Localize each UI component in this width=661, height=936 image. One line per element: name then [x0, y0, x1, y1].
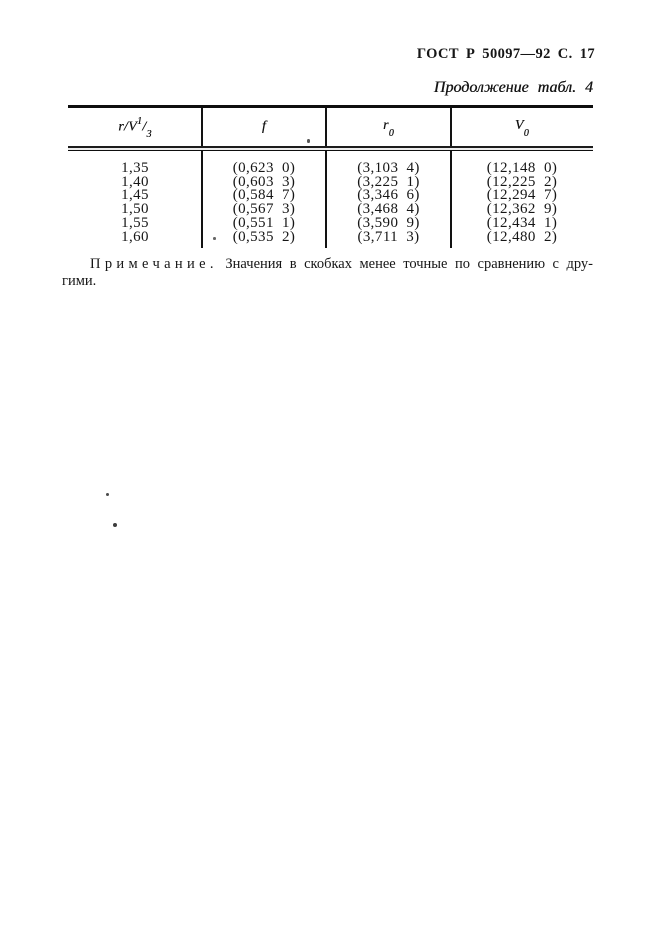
table-cell: (0,623 0) [232, 159, 296, 176]
table-cell: (3,468 4) [357, 201, 420, 217]
column-header-f: f [261, 118, 267, 134]
table-cell: (0,603 3) [232, 173, 296, 190]
column-header-r-over-v13: r/V1/3 [118, 115, 152, 140]
column-divider [325, 107, 327, 146]
table-cell: (0,551 1) [232, 214, 296, 231]
table-top-rule [68, 105, 593, 108]
table-cell: 1,45 [121, 187, 149, 204]
table-cell: 1,35 [121, 159, 149, 176]
table-cell: (0,567 3) [232, 201, 296, 217]
table-cell: (12,148 0) [486, 159, 558, 176]
table-cell: (3,225 1) [357, 173, 420, 190]
column-header-r0: r0 [382, 117, 395, 139]
table-body: 1,35 (0,623 0) (3,103 4) (12,148 0) 1,40… [68, 151, 593, 249]
table-cell: (3,346 6) [357, 187, 420, 204]
table-cell: (0,584 7) [232, 187, 296, 204]
table-cell: 1,55 [121, 214, 149, 231]
table-cell: (12,225 2) [486, 173, 558, 190]
scan-artifact [307, 139, 310, 143]
table-cell: 1,50 [121, 201, 149, 217]
column-divider [450, 107, 452, 146]
table-cell: (12,480 2) [486, 228, 558, 245]
footnote-text: Значения в скобках менее точные по сравн… [225, 256, 593, 272]
footnote-line2: гими. [62, 272, 97, 289]
table-cell: (12,294 7) [486, 187, 558, 204]
footnote: Примечание. Значения в скобках менее точ… [62, 256, 593, 289]
table-cell: (12,434 1) [486, 214, 558, 231]
footnote-line1: Примечание. Значения в скобках менее точ… [62, 256, 593, 273]
scan-artifact [213, 237, 216, 240]
continuation-table: r/V1/3 f r0 V0 1,35 (0,623 0) (3,103 4) … [68, 105, 593, 249]
column-divider [450, 151, 452, 249]
table-cell: (3,103 4) [357, 159, 420, 176]
table-cell: (3,711 3) [357, 228, 420, 245]
header-separator-double-rule [68, 146, 593, 152]
column-divider [325, 151, 327, 249]
scan-artifact [113, 523, 117, 527]
table-cell: 1,60 [121, 228, 149, 245]
column-divider [201, 107, 203, 146]
table-cell: (3,590 9) [357, 214, 420, 231]
table-header-row: r/V1/3 f r0 V0 [68, 107, 593, 146]
table-cell: (12,362 9) [486, 201, 558, 217]
column-divider [201, 151, 203, 249]
scan-artifact [106, 493, 109, 496]
table-cell: 1,40 [121, 173, 149, 190]
doc-reference: ГОСТ Р 50097—92 С. 17 [416, 46, 595, 62]
footnote-label: Примечание. [90, 256, 218, 272]
column-header-v0: V0 [514, 117, 530, 139]
table-continuation-caption: Продолжение табл. 4 [433, 79, 593, 96]
table-cell: (0,535 2) [232, 228, 296, 245]
